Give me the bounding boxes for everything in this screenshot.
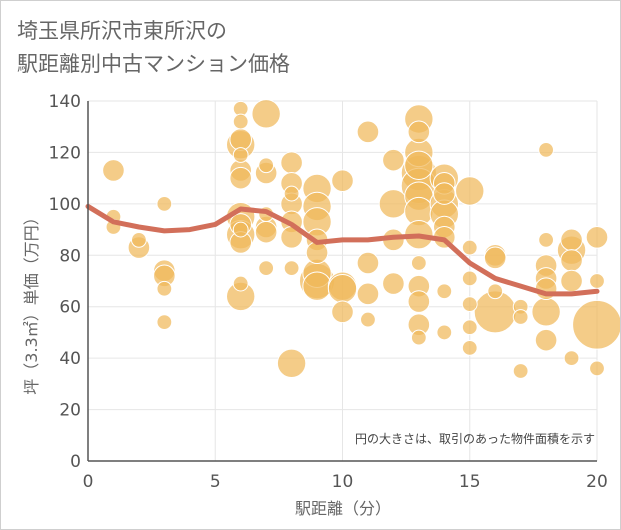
- data-bubble: [560, 269, 583, 293]
- data-bubble: [360, 311, 376, 328]
- y-tick-label: 120: [49, 143, 81, 163]
- data-bubble: [356, 282, 380, 306]
- data-bubble: [563, 350, 580, 367]
- data-bubble: [585, 225, 609, 249]
- data-bubble: [251, 99, 281, 129]
- data-bubble: [258, 157, 275, 174]
- data-bubble: [302, 271, 332, 301]
- y-tick-label: 40: [59, 349, 81, 369]
- data-bubble: [433, 182, 456, 205]
- data-bubble: [232, 113, 249, 130]
- data-bubble: [356, 120, 380, 144]
- x-tick-label: 5: [210, 472, 221, 492]
- x-tick-label: 10: [332, 472, 354, 492]
- data-bubble: [232, 275, 249, 292]
- data-bubble: [156, 195, 173, 212]
- data-bubble: [382, 148, 405, 172]
- data-bubble: [305, 241, 329, 265]
- data-bubble: [102, 159, 125, 182]
- data-bubble: [283, 260, 300, 277]
- data-bubble: [512, 309, 529, 325]
- data-bubble: [254, 220, 278, 244]
- data-bubble: [560, 228, 583, 252]
- axes: [87, 101, 597, 462]
- data-bubble: [461, 339, 478, 356]
- data-bubble: [487, 283, 504, 300]
- y-tick-label: 140: [49, 92, 81, 112]
- data-bubble: [232, 221, 249, 238]
- data-bubble: [283, 185, 300, 202]
- data-bubble: [461, 270, 478, 287]
- y-tick-label: 20: [59, 401, 81, 421]
- data-bubble: [331, 300, 354, 324]
- data-bubble: [461, 239, 478, 256]
- y-axis-label: 坪（3.3㎡）単価（万円）: [22, 209, 41, 394]
- data-bubble: [156, 280, 173, 297]
- data-bubble: [436, 324, 453, 341]
- data-bubble: [404, 150, 434, 180]
- data-bubble: [572, 299, 620, 350]
- x-tick-label: 20: [586, 472, 608, 492]
- data-bubble: [436, 283, 453, 300]
- data-bubble: [280, 151, 303, 175]
- data-bubble: [512, 363, 529, 379]
- data-bubble: [589, 360, 605, 377]
- trend-line: [85, 203, 600, 297]
- data-bubble: [531, 297, 561, 327]
- x-axis-label: 駅距離（分）: [295, 499, 391, 518]
- x-tick-label: 0: [83, 472, 94, 492]
- data-bubble: [407, 120, 431, 144]
- y-tick-label: 60: [59, 298, 81, 318]
- data-bubble: [382, 272, 405, 295]
- chart-title: 埼玉県所沢市東所沢の 駅距離別中古マンション価格: [17, 15, 290, 81]
- data-bubble: [378, 189, 409, 219]
- data-bubble: [538, 231, 554, 248]
- data-bubble: [455, 176, 485, 206]
- data-bubble: [461, 296, 478, 313]
- data-bubble: [258, 260, 275, 277]
- title-line-2: 駅距離別中古マンション価格: [17, 52, 290, 76]
- data-bubble: [410, 329, 427, 346]
- data-bubble: [232, 147, 249, 163]
- data-bubble: [534, 328, 558, 352]
- data-bubble: [276, 348, 307, 378]
- data-bubble: [483, 246, 507, 270]
- data-bubble: [560, 249, 583, 272]
- y-tick-label: 100: [49, 195, 81, 215]
- tick-labels: 0 20 40 60 80 100 120 140 0 5 10 15 20: [49, 92, 608, 492]
- bubble-size-note: 円の大きさは、取引のあった物件面積を示す: [355, 431, 595, 446]
- data-bubble: [156, 314, 173, 331]
- data-bubble: [407, 290, 431, 313]
- y-tick-label: 80: [59, 246, 81, 266]
- data-bubble: [331, 169, 354, 193]
- bubble-series: [102, 99, 620, 379]
- x-tick-label: 15: [459, 472, 481, 492]
- title-line-1: 埼玉県所沢市東所沢の: [17, 19, 227, 43]
- data-bubble: [538, 141, 554, 158]
- y-tick-label: 0: [70, 452, 81, 472]
- data-bubble: [461, 319, 478, 336]
- data-bubble: [410, 255, 427, 271]
- data-bubble: [327, 274, 358, 304]
- data-bubble: [229, 166, 252, 190]
- data-bubble: [356, 251, 380, 275]
- data-bubble: [131, 231, 147, 248]
- data-bubble: [589, 273, 605, 289]
